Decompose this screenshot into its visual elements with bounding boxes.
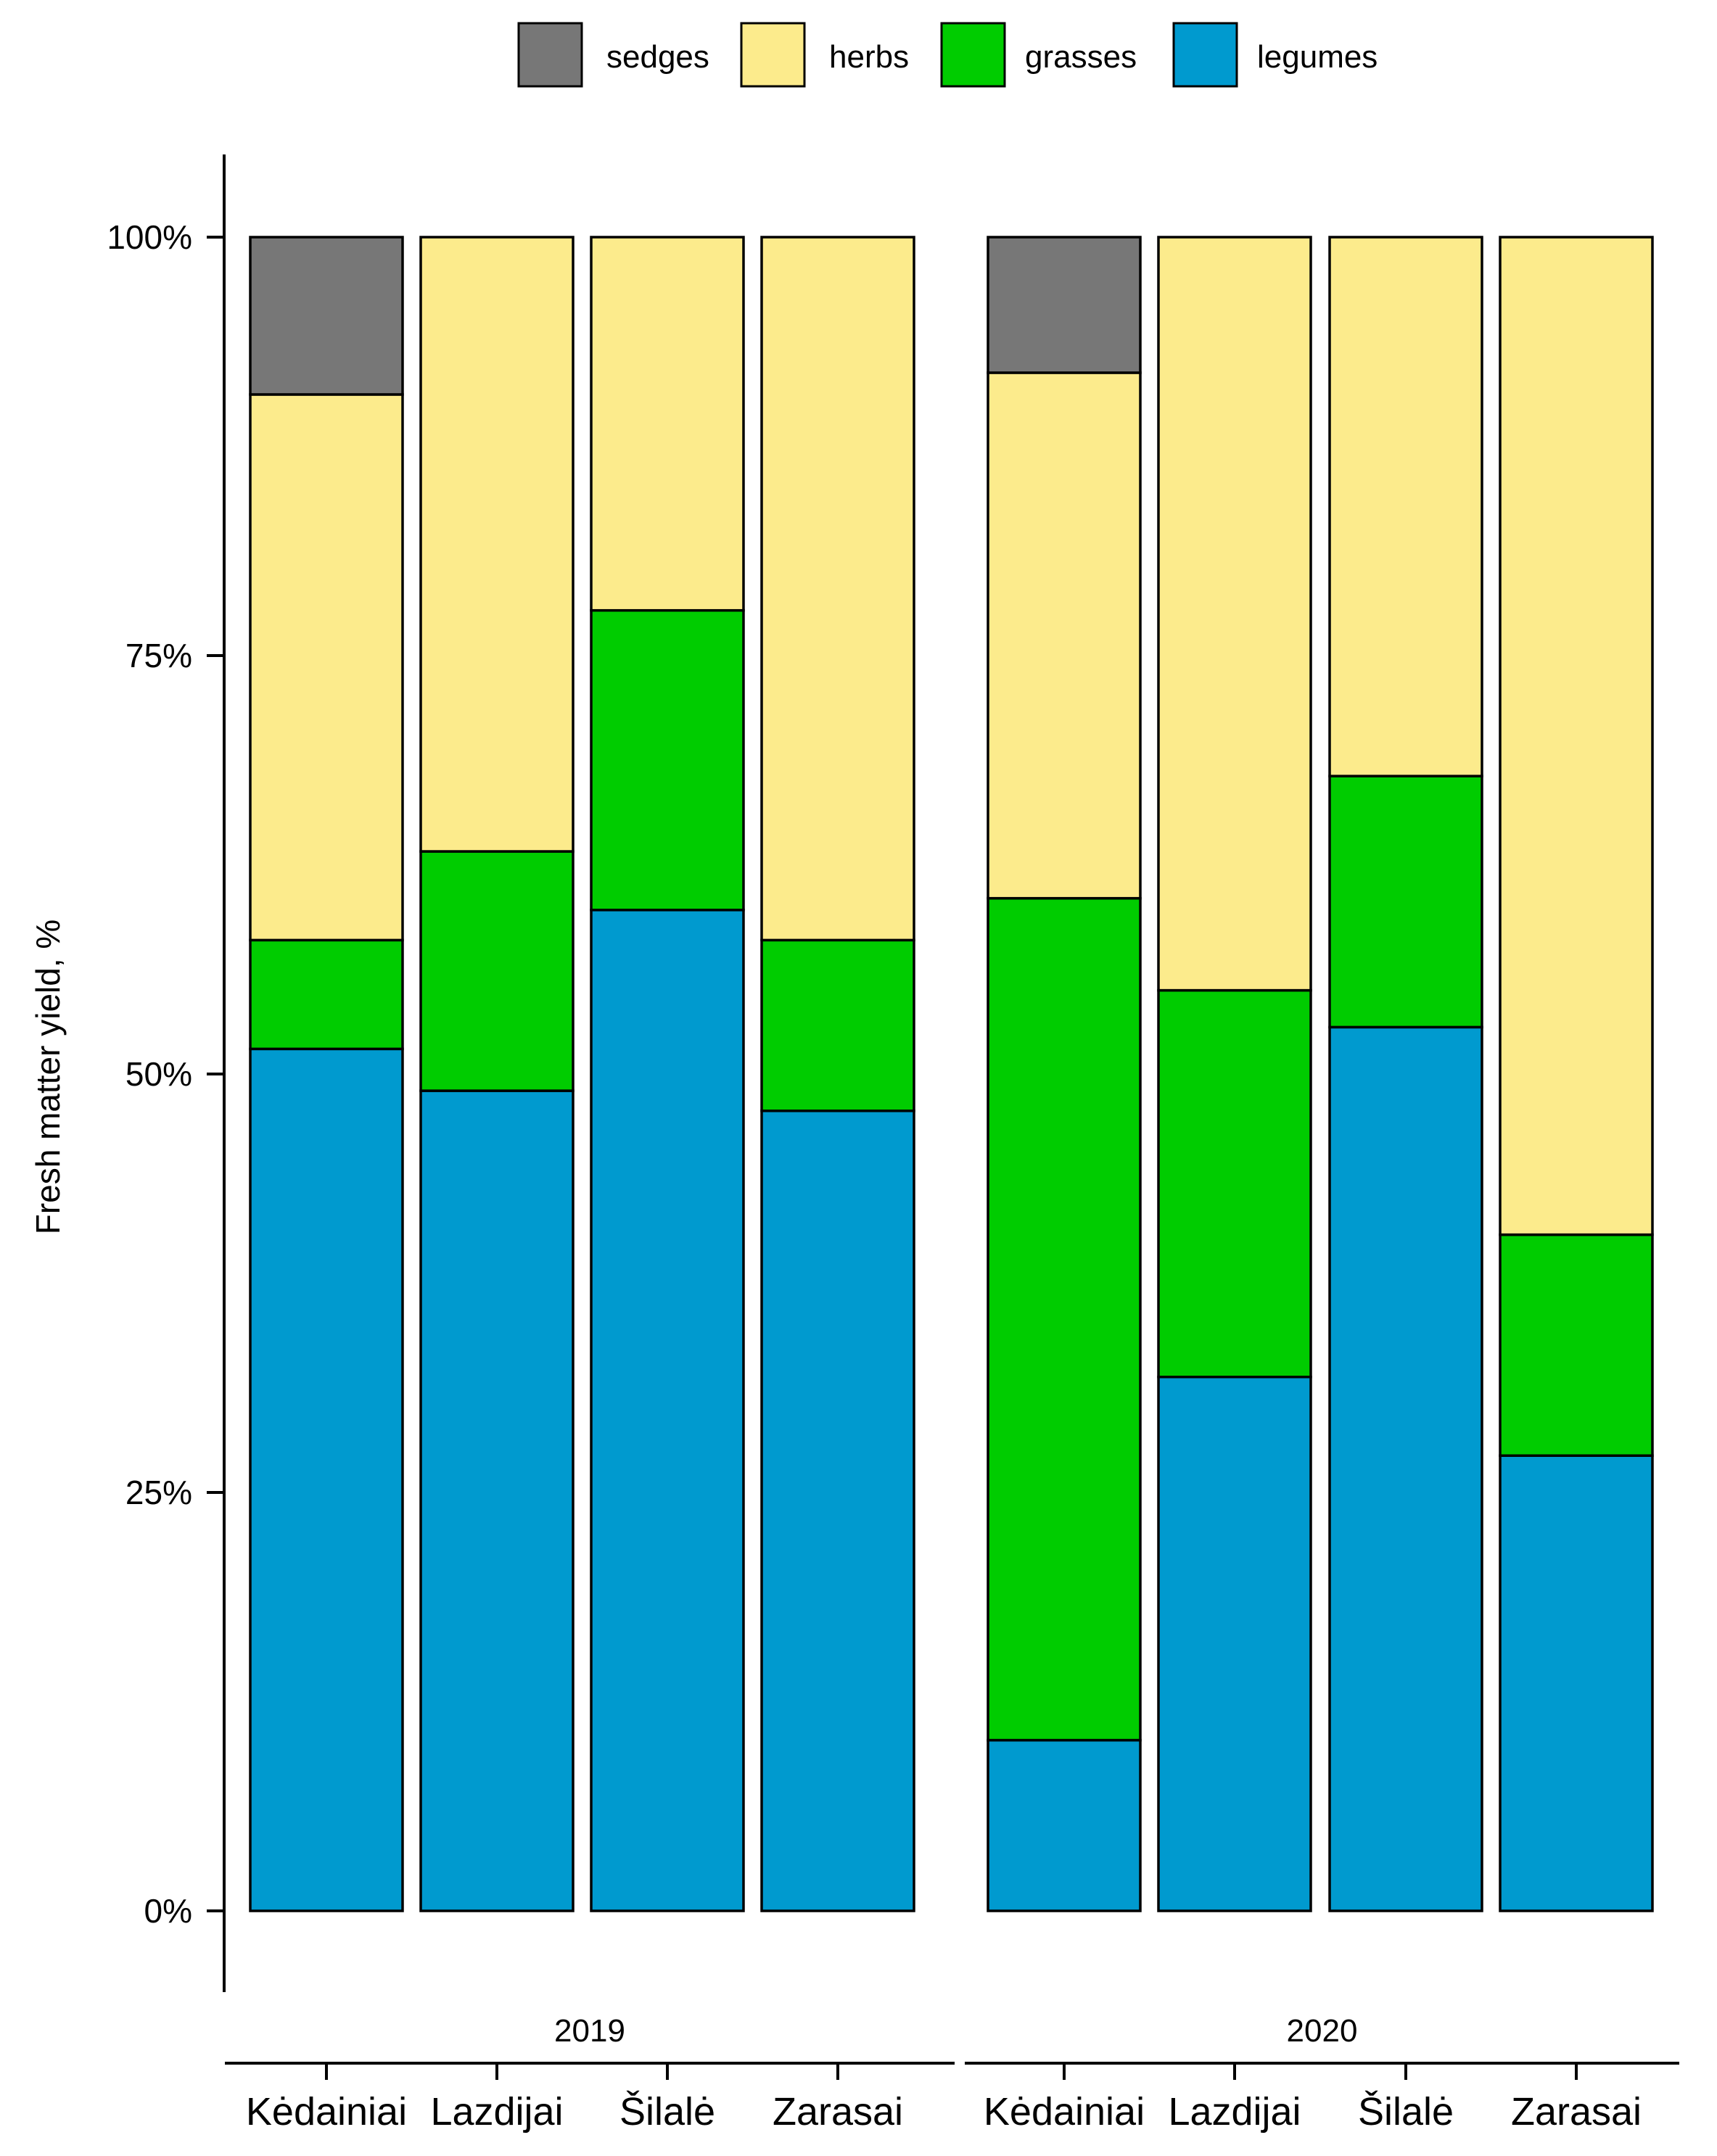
- x-tick-label: Kėdainiai: [984, 2090, 1145, 2134]
- bar-2020-3-herbs: [1499, 236, 1654, 1236]
- bar-2020-0-sedges: [987, 236, 1142, 374]
- bar-2020-0-legumes: [987, 1738, 1142, 1912]
- legend-swatch-herbs: [740, 22, 806, 88]
- panel-label-2020: 2020: [1287, 2013, 1358, 2049]
- bar-2019-1-grasses: [419, 850, 575, 1092]
- y-tick-label: 25%: [125, 1474, 192, 1511]
- y-tick-label: 75%: [125, 637, 192, 674]
- x-tick-label: Zarasai: [773, 2090, 903, 2134]
- bar-2020-1-legumes: [1157, 1375, 1312, 1912]
- x-tick-label: Lazdijai: [1168, 2090, 1301, 2134]
- x-tick-label: Šilalė: [1358, 2090, 1454, 2134]
- bar-2020-3-grasses: [1499, 1233, 1654, 1457]
- bar-2019-0-legumes: [249, 1047, 404, 1912]
- legend-label-legumes: legumes: [1257, 39, 1378, 75]
- x-tick-label: Lazdijai: [430, 2090, 563, 2134]
- bar-2020-2-grasses: [1328, 775, 1483, 1029]
- legend-swatch-sedges: [517, 22, 583, 88]
- bar-2019-3-legumes: [760, 1110, 915, 1912]
- legend-label-herbs: herbs: [829, 39, 909, 75]
- y-tick-label: 50%: [125, 1055, 192, 1093]
- legend-label-sedges: sedges: [606, 39, 709, 75]
- bar-2019-0-herbs: [249, 393, 404, 942]
- y-tick-label: 0%: [144, 1892, 192, 1930]
- bar-2019-1-legumes: [419, 1089, 575, 1912]
- bar-2019-3-grasses: [760, 938, 915, 1112]
- legend-swatch-legumes: [1172, 22, 1238, 88]
- bar-2020-1-herbs: [1157, 236, 1312, 992]
- legend-label-grasses: grasses: [1025, 39, 1137, 75]
- x-tick-label: Zarasai: [1511, 2090, 1642, 2134]
- bar-2019-0-sedges: [249, 236, 404, 396]
- bar-2020-0-grasses: [987, 896, 1142, 1742]
- y-axis-label: Fresh matter yield, %: [29, 920, 67, 1235]
- y-axis: 0% 25% 50% 75% 100%: [107, 154, 226, 1992]
- bar-2020-3-legumes: [1499, 1454, 1654, 1912]
- bar-2019-3-herbs: [760, 236, 915, 942]
- legend: sedges herbs grasses legumes: [517, 22, 1378, 88]
- bar-2019-0-grasses: [249, 938, 404, 1051]
- x-tick-label: Šilalė: [619, 2090, 715, 2134]
- x-tick-label: Kėdainiai: [246, 2090, 407, 2134]
- bar-2020-2-herbs: [1328, 236, 1483, 777]
- legend-swatch-grasses: [940, 22, 1006, 88]
- bars: [249, 236, 1654, 1912]
- x-axis: 2019 Kėdainiai Lazdijai Šilalė Zarasai 2020 Kė…: [225, 2013, 1679, 2134]
- bar-2020-2-legumes: [1328, 1025, 1483, 1912]
- y-tick-label: 100%: [107, 218, 192, 256]
- bar-2020-0-herbs: [987, 371, 1142, 900]
- bar-2019-2-herbs: [590, 236, 745, 612]
- bar-2020-1-grasses: [1157, 988, 1312, 1379]
- bar-2019-2-grasses: [590, 608, 745, 912]
- bar-2019-1-herbs: [419, 236, 575, 853]
- bar-2019-2-legumes: [590, 909, 745, 1912]
- panel-label-2019: 2019: [554, 2013, 625, 2049]
